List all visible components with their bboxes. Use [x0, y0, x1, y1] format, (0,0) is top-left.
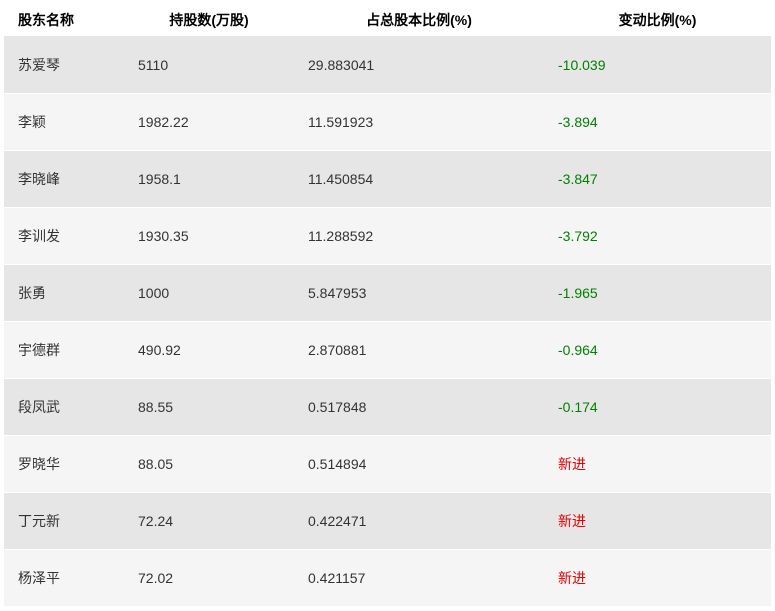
- cell-change: 新进: [544, 550, 771, 607]
- cell-pct: 0.514894: [294, 436, 544, 493]
- table-row: 李颖1982.2211.591923-3.894: [4, 94, 771, 151]
- cell-change: -3.847: [544, 151, 771, 208]
- cell-change: -0.964: [544, 322, 771, 379]
- cell-change: 新进: [544, 493, 771, 550]
- table-row: 张勇10005.847953-1.965: [4, 265, 771, 322]
- cell-name: 杨泽平: [4, 550, 124, 607]
- cell-name: 李训发: [4, 208, 124, 265]
- cell-name: 段凤武: [4, 379, 124, 436]
- cell-shares: 72.02: [124, 550, 294, 607]
- table-row: 罗晓华88.050.514894新进: [4, 436, 771, 493]
- table-header-row: 股东名称 持股数(万股) 占总股本比例(%) 变动比例(%): [4, 4, 771, 37]
- col-header-name: 股东名称: [4, 4, 124, 37]
- cell-pct: 29.883041: [294, 37, 544, 94]
- cell-change: -3.894: [544, 94, 771, 151]
- table-row: 段凤武88.550.517848-0.174: [4, 379, 771, 436]
- cell-name: 宇德群: [4, 322, 124, 379]
- cell-name: 李晓峰: [4, 151, 124, 208]
- cell-name: 罗晓华: [4, 436, 124, 493]
- table-row: 杨泽平72.020.421157新进: [4, 550, 771, 607]
- cell-change: -0.174: [544, 379, 771, 436]
- cell-name: 李颖: [4, 94, 124, 151]
- table-row: 苏爱琴511029.883041-10.039: [4, 37, 771, 94]
- cell-name: 张勇: [4, 265, 124, 322]
- cell-pct: 11.288592: [294, 208, 544, 265]
- table-row: 李训发1930.3511.288592-3.792: [4, 208, 771, 265]
- cell-pct: 0.517848: [294, 379, 544, 436]
- cell-name: 丁元新: [4, 493, 124, 550]
- cell-shares: 1000: [124, 265, 294, 322]
- cell-change: -1.965: [544, 265, 771, 322]
- cell-pct: 2.870881: [294, 322, 544, 379]
- cell-name: 苏爱琴: [4, 37, 124, 94]
- cell-change: -10.039: [544, 37, 771, 94]
- cell-shares: 1958.1: [124, 151, 294, 208]
- cell-pct: 5.847953: [294, 265, 544, 322]
- cell-shares: 88.55: [124, 379, 294, 436]
- cell-change: -3.792: [544, 208, 771, 265]
- col-header-shares: 持股数(万股): [124, 4, 294, 37]
- cell-pct: 0.421157: [294, 550, 544, 607]
- shareholders-table: 股东名称 持股数(万股) 占总股本比例(%) 变动比例(%) 苏爱琴511029…: [4, 4, 771, 607]
- cell-change: 新进: [544, 436, 771, 493]
- cell-pct: 0.422471: [294, 493, 544, 550]
- cell-shares: 5110: [124, 37, 294, 94]
- table-row: 李晓峰1958.111.450854-3.847: [4, 151, 771, 208]
- table-row: 丁元新72.240.422471新进: [4, 493, 771, 550]
- cell-shares: 88.05: [124, 436, 294, 493]
- table-row: 宇德群490.922.870881-0.964: [4, 322, 771, 379]
- cell-shares: 1982.22: [124, 94, 294, 151]
- cell-shares: 490.92: [124, 322, 294, 379]
- cell-shares: 1930.35: [124, 208, 294, 265]
- col-header-pct: 占总股本比例(%): [294, 4, 544, 37]
- col-header-change: 变动比例(%): [544, 4, 771, 37]
- cell-pct: 11.591923: [294, 94, 544, 151]
- cell-pct: 11.450854: [294, 151, 544, 208]
- cell-shares: 72.24: [124, 493, 294, 550]
